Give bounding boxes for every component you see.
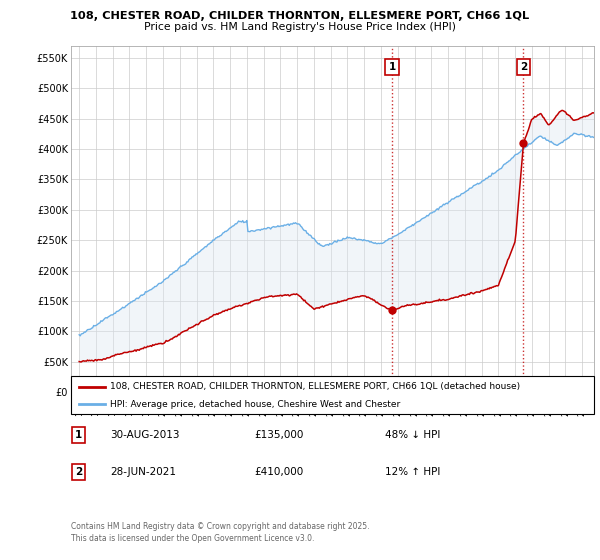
Text: 108, CHESTER ROAD, CHILDER THORNTON, ELLESMERE PORT, CH66 1QL: 108, CHESTER ROAD, CHILDER THORNTON, ELL… [70,11,530,21]
Text: 2: 2 [75,467,82,477]
Text: 28-JUN-2021: 28-JUN-2021 [110,467,176,477]
Text: 108, CHESTER ROAD, CHILDER THORNTON, ELLESMERE PORT, CH66 1QL (detached house): 108, CHESTER ROAD, CHILDER THORNTON, ELL… [110,382,520,391]
Text: Price paid vs. HM Land Registry's House Price Index (HPI): Price paid vs. HM Land Registry's House … [144,22,456,32]
FancyBboxPatch shape [71,376,594,414]
Text: 48% ↓ HPI: 48% ↓ HPI [385,430,440,440]
Text: 30-AUG-2013: 30-AUG-2013 [110,430,179,440]
Text: 2: 2 [520,62,527,72]
Text: £410,000: £410,000 [254,467,303,477]
Text: £135,000: £135,000 [254,430,303,440]
Text: Contains HM Land Registry data © Crown copyright and database right 2025.
This d: Contains HM Land Registry data © Crown c… [71,522,370,543]
Text: 1: 1 [75,430,82,440]
Text: 1: 1 [388,62,396,72]
Text: HPI: Average price, detached house, Cheshire West and Chester: HPI: Average price, detached house, Ches… [110,400,400,409]
Text: 12% ↑ HPI: 12% ↑ HPI [385,467,440,477]
